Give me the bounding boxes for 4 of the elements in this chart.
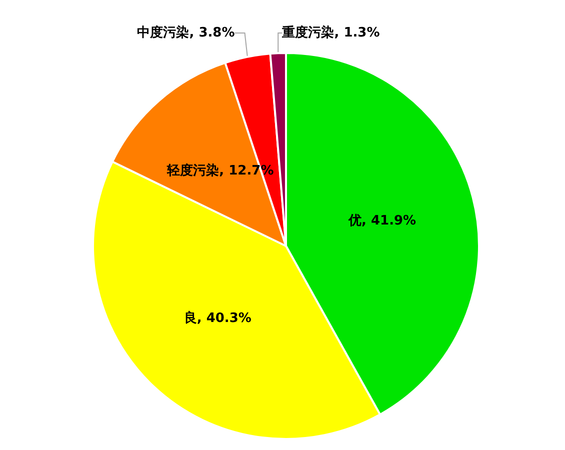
slice-label: 中度污染, 3.8% [137, 24, 235, 40]
slice-label: 优, 41.9% [348, 213, 416, 228]
slice-label: 重度污染, 1.3% [281, 24, 380, 40]
slice-label: 良, 40.3% [184, 310, 252, 326]
